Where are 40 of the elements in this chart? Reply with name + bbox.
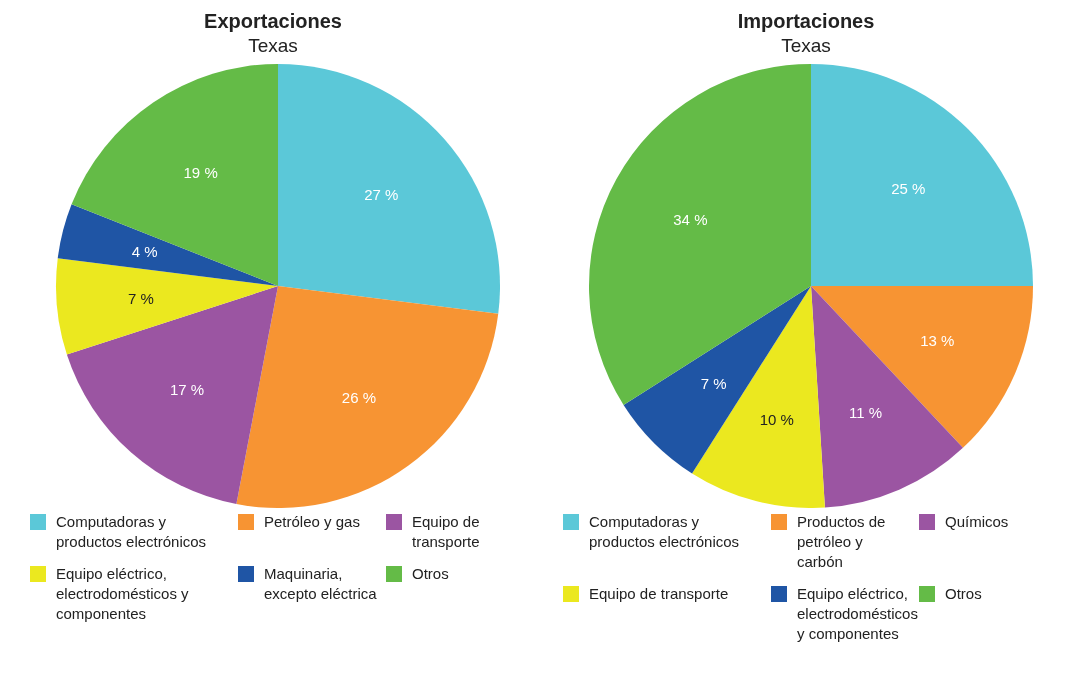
data-label: 7 % bbox=[700, 374, 727, 392]
pie-slice bbox=[623, 286, 811, 474]
data-label: 34 % bbox=[673, 211, 708, 229]
data-label: 19 % bbox=[183, 163, 218, 181]
data-label: 17 % bbox=[169, 380, 205, 398]
pie-slice bbox=[811, 286, 963, 508]
legend-label: Equipo eléctrico, electrodomésticos y componentes bbox=[56, 564, 190, 624]
legend-label: Petróleo y gas bbox=[264, 512, 360, 532]
pie-slice bbox=[811, 286, 1033, 448]
chart-subtitle: Texas bbox=[248, 34, 298, 58]
chart-subtitle: Texas bbox=[781, 34, 831, 58]
chart-title: Importaciones bbox=[737, 9, 875, 34]
data-label: 10 % bbox=[759, 410, 794, 428]
legend-label: Equipo eléctrico, electrodomésticos y componentes bbox=[797, 584, 918, 644]
legend-label: Equipo de transporte bbox=[412, 512, 481, 552]
pie-slice bbox=[57, 204, 278, 286]
pie-slice bbox=[811, 64, 1033, 286]
legend-label: Químicos bbox=[945, 512, 1009, 532]
data-label: 7 % bbox=[128, 290, 154, 308]
data-label: 4 % bbox=[131, 243, 158, 261]
data-label: 26 % bbox=[341, 388, 376, 406]
legend-label: Otros bbox=[412, 564, 449, 584]
data-label: 27 % bbox=[364, 186, 399, 204]
data-label: 25 % bbox=[891, 180, 926, 198]
legend-label: Maquinaria, excepto eléctrica bbox=[264, 564, 378, 604]
pie-slice bbox=[236, 286, 499, 508]
legend-label: Equipo de transporte bbox=[589, 584, 729, 604]
pie-slice bbox=[71, 64, 278, 286]
pie-slice bbox=[278, 64, 500, 314]
legend-label: Computadoras y productos electrónicos bbox=[56, 512, 208, 552]
legend-label: Otros bbox=[945, 584, 982, 604]
data-label: 11 % bbox=[849, 403, 883, 421]
legend-label: Computadoras y productos electrónicos bbox=[589, 512, 741, 552]
pie-slice bbox=[56, 258, 278, 355]
pie-slice bbox=[66, 286, 278, 505]
chart-title: Exportaciones bbox=[204, 9, 342, 34]
pie-slice bbox=[589, 64, 811, 405]
legend-label: Productos de petróleo y carbón bbox=[797, 512, 887, 572]
pie-slice bbox=[692, 286, 825, 508]
data-label: 13 % bbox=[920, 332, 955, 350]
